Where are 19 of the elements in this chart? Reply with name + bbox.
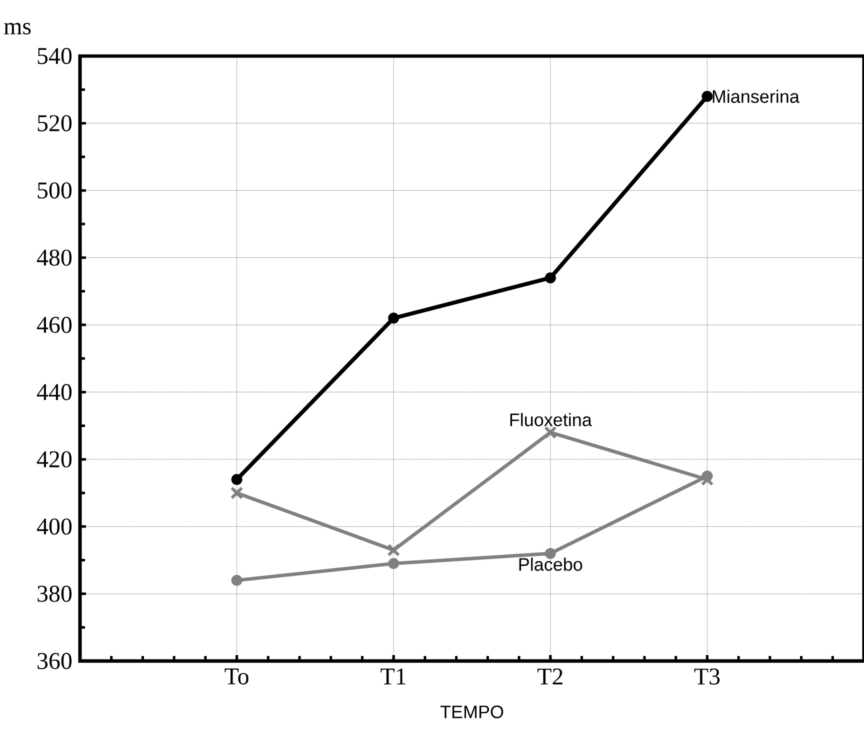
y-tick-label: 400 [36, 518, 72, 535]
y-tick-label: 360 [38, 652, 72, 670]
series-label: Fluoxetina [510, 413, 592, 426]
y-axis-title: ms [4, 22, 31, 34]
y-tick-label: 460 [36, 316, 72, 333]
x-tick-label: T1 [380, 668, 406, 684]
series-label: Mianserina [712, 90, 800, 103]
x-tick-label: To [224, 668, 248, 684]
y-tick-label: 480 [36, 250, 72, 266]
y-tick-label: 440 [36, 384, 72, 400]
y-tick-label: 380 [38, 586, 72, 602]
y-tick-label: 420 [36, 451, 72, 468]
y-tick-label: 500 [38, 182, 72, 199]
series-label: Placebo [519, 558, 582, 571]
y-tick-label: 520 [38, 115, 72, 132]
y-tick-label: 540 [38, 48, 72, 64]
x-tick-label: T2 [538, 668, 562, 684]
x-axis-title: TEMPO [440, 706, 504, 718]
x-tick-label: T3 [694, 668, 720, 685]
